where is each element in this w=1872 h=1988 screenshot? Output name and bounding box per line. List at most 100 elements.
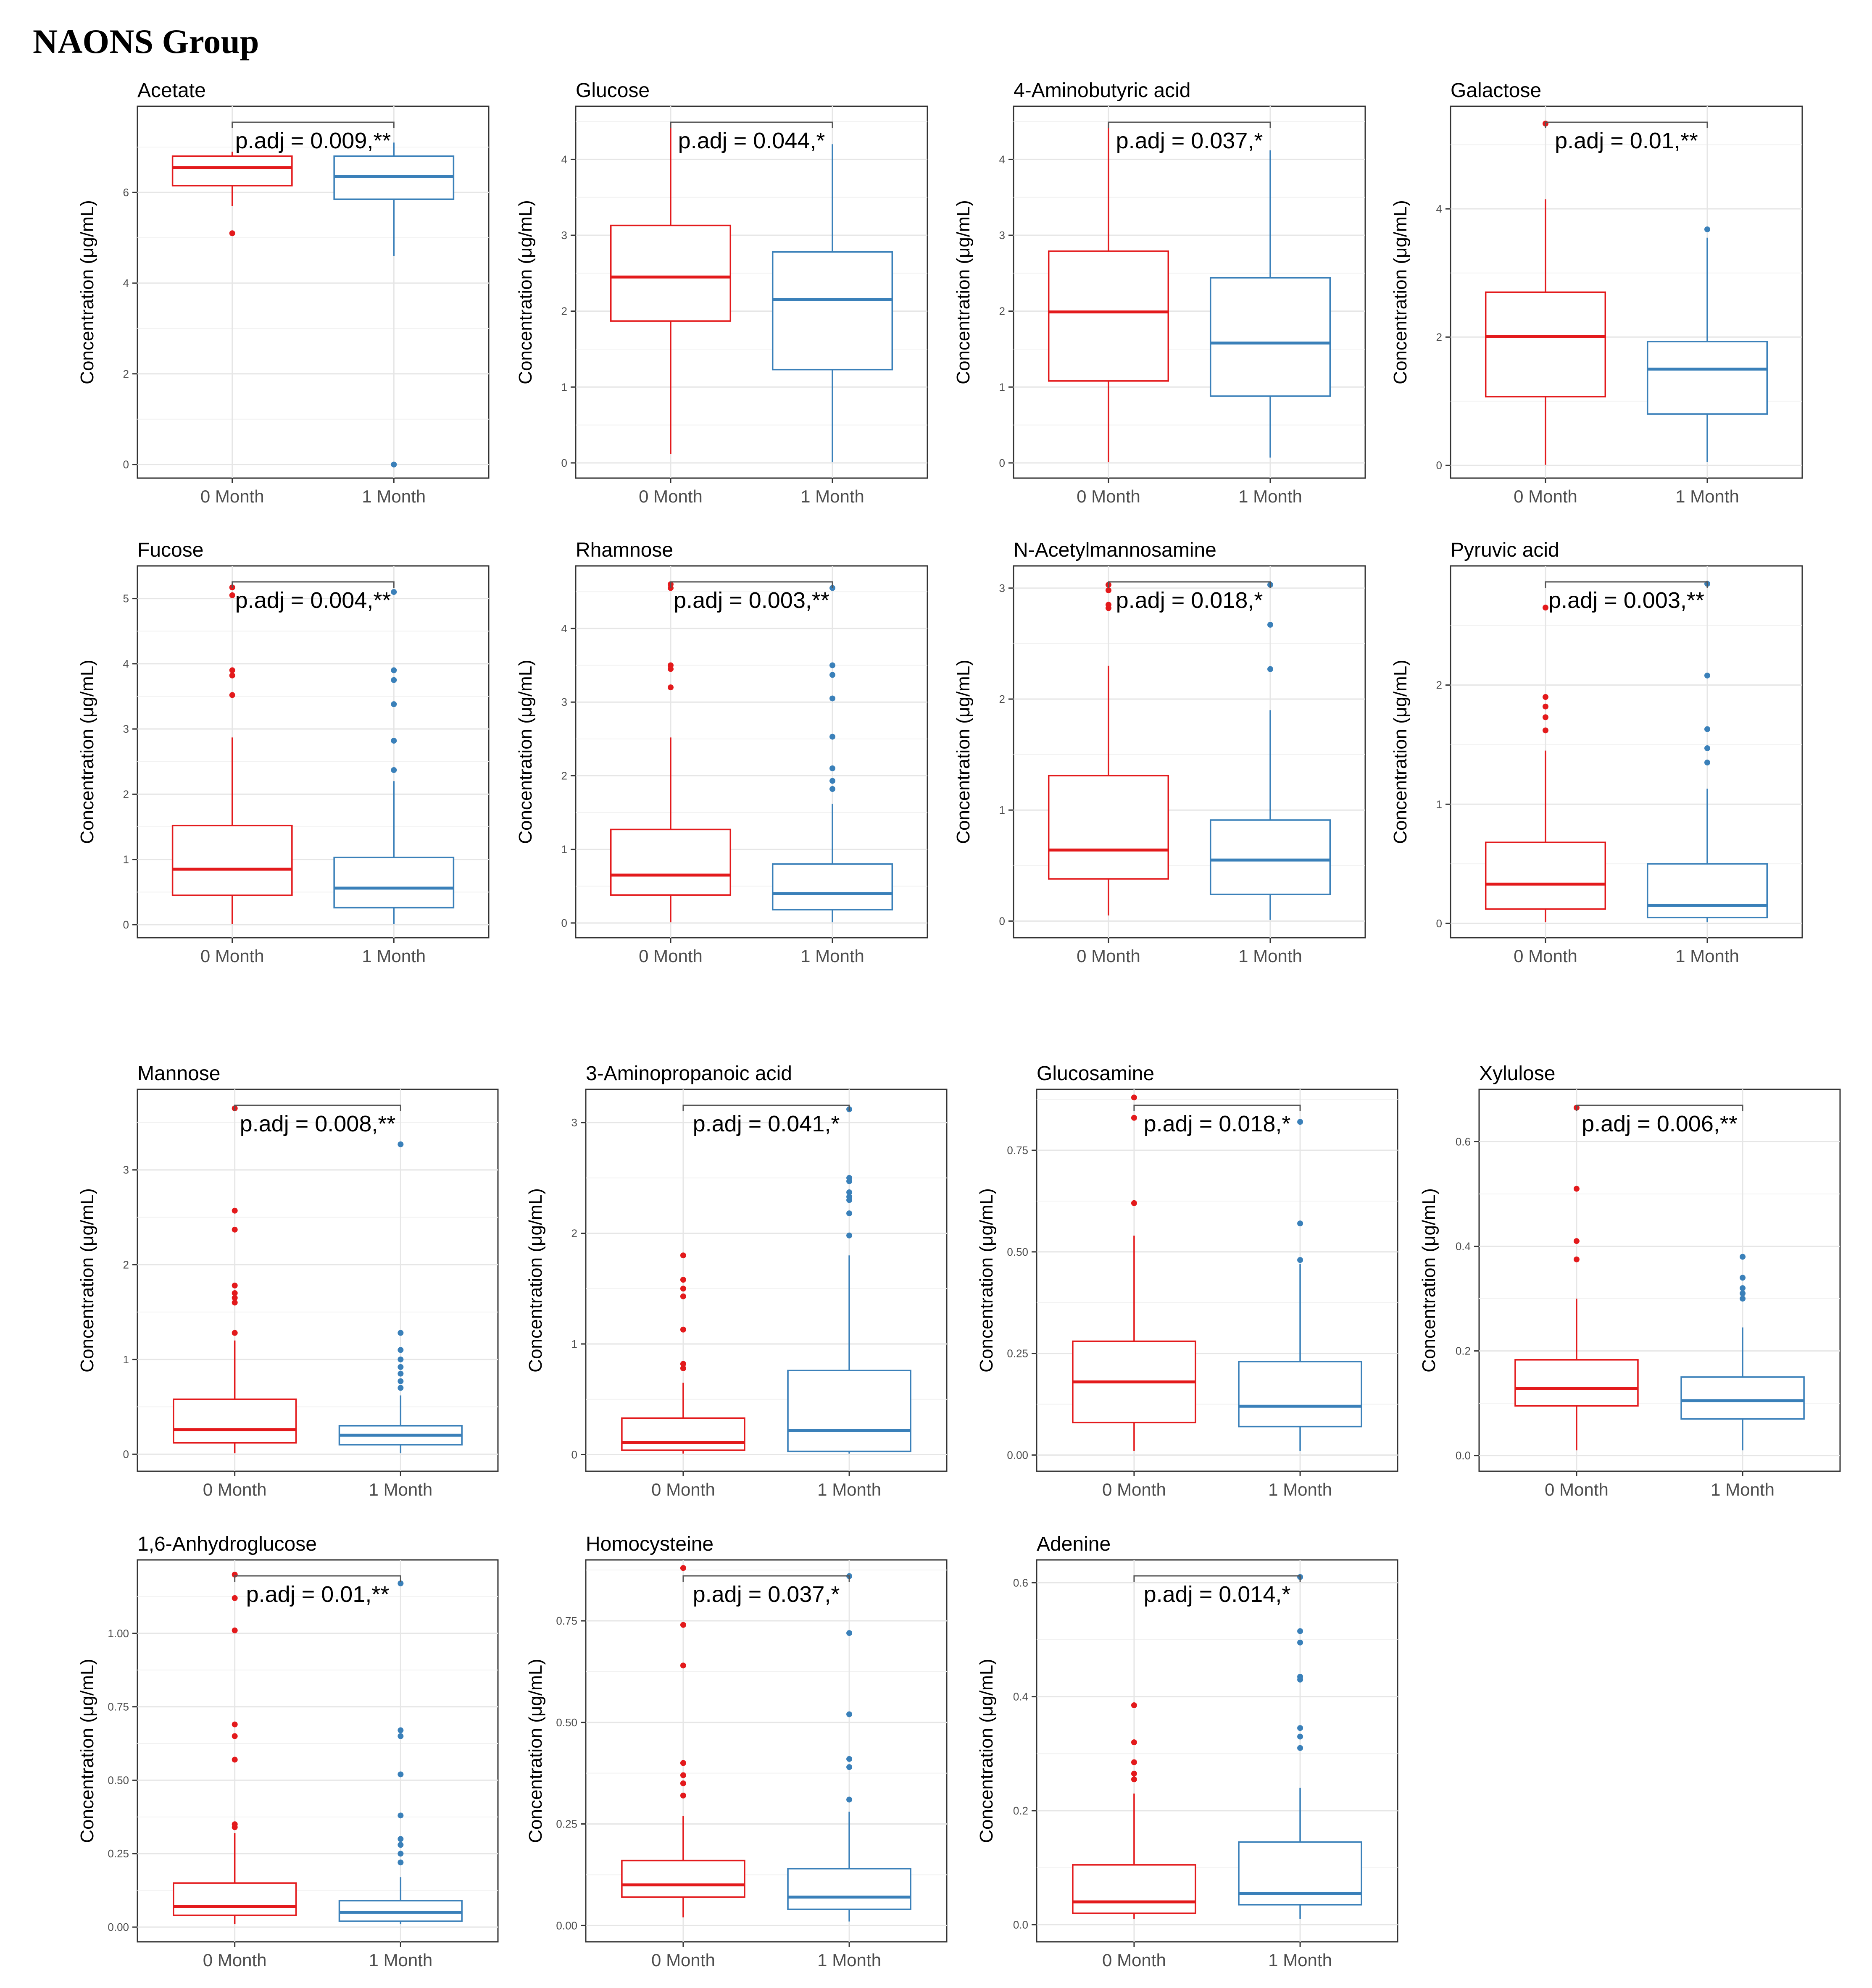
panel-title: Mannose xyxy=(137,1062,220,1085)
p-value-annotation: p.adj = 0.003,** xyxy=(1548,588,1704,613)
outlier-point xyxy=(829,778,836,784)
y-tick-label: 4 xyxy=(123,657,129,670)
panel-title: Galactose xyxy=(1451,79,1541,102)
outlier-point xyxy=(398,1356,404,1362)
significance-bracket xyxy=(670,121,833,128)
outlier-point xyxy=(1740,1290,1746,1296)
x-tick-label: 0 Month xyxy=(1077,486,1140,506)
y-tick-label: 6 xyxy=(123,186,129,199)
x-tick-label: 1 Month xyxy=(1268,1950,1332,1970)
outlier-point xyxy=(398,1733,404,1739)
x-tick-label: 0 Month xyxy=(639,946,703,966)
outlier-point xyxy=(1131,1094,1137,1101)
panel-pyruvic-acid: 0 1 2 0 Month 1 Month Pyruvic acid Concentrati… xyxy=(1390,539,1803,966)
outlier-point xyxy=(398,1364,404,1370)
box-iqr xyxy=(1680,1376,1805,1420)
y-tick-label: 4 xyxy=(999,153,1005,166)
p-value-annotation: p.adj = 0.01,** xyxy=(246,1582,390,1607)
box-iqr xyxy=(1646,341,1768,415)
outlier-point xyxy=(680,1293,686,1299)
box-month-0 xyxy=(1048,581,1169,916)
outlier-point xyxy=(1297,1257,1303,1263)
y-tick-label: 0.00 xyxy=(1007,1449,1028,1461)
outlier-point xyxy=(846,1764,853,1770)
panel-title: 1,6-Anhydroglucose xyxy=(137,1533,317,1555)
box-month-0 xyxy=(610,581,732,923)
y-tick-label: 0.6 xyxy=(1456,1136,1471,1148)
y-tick-label: 0.25 xyxy=(556,1818,577,1830)
significance-bracket xyxy=(1545,121,1708,128)
outlier-point xyxy=(398,1842,404,1848)
significance-bracket xyxy=(1545,581,1708,588)
box-month-0 xyxy=(621,1565,745,1917)
outlier-point xyxy=(1297,1220,1303,1227)
p-value-annotation: p.adj = 0.037,* xyxy=(1116,128,1263,153)
x-tick-label: 1 Month xyxy=(800,486,864,506)
box-month-1 xyxy=(338,1141,463,1454)
outlier-point xyxy=(829,585,836,591)
outlier-point xyxy=(398,1812,404,1819)
significance-bracket xyxy=(1576,1104,1743,1111)
box-iqr xyxy=(333,857,455,909)
y-tick-label: 1 xyxy=(561,381,567,393)
box-iqr xyxy=(1485,291,1606,397)
outlier-point xyxy=(232,1821,238,1828)
y-tick-label: 4 xyxy=(561,622,567,635)
x-tick-label: 0 Month xyxy=(1102,1480,1166,1499)
outlier-point xyxy=(846,1796,853,1803)
outlier-point xyxy=(667,662,674,668)
y-tick-label: 0 xyxy=(123,918,129,931)
outlier-point xyxy=(1740,1296,1746,1302)
outlier-point xyxy=(1573,1186,1580,1192)
y-axis-label: Concentration (μg/mL) xyxy=(1390,660,1411,844)
outlier-point xyxy=(846,1189,853,1196)
y-axis-label: Concentration (μg/mL) xyxy=(525,1659,546,1843)
significance-bracket xyxy=(670,581,833,588)
panel-3-aminopropanoic-acid: 0 1 2 3 0 Month 1 Month 3-Aminopropanoic acid C… xyxy=(525,1062,948,1499)
x-tick-label: 0 Month xyxy=(651,1480,715,1499)
outlier-point xyxy=(398,1330,404,1336)
box-iqr xyxy=(1238,1841,1362,1906)
outlier-point xyxy=(667,684,674,691)
box-month-0 xyxy=(173,1105,297,1454)
outlier-point xyxy=(680,1662,686,1669)
box-month-1 xyxy=(1209,581,1331,920)
y-axis-label: Concentration (μg/mL) xyxy=(77,1659,97,1843)
y-axis-label: Concentration (μg/mL) xyxy=(515,200,536,384)
outlier-point xyxy=(398,1370,404,1377)
box-iqr xyxy=(787,1868,911,1910)
p-value-annotation: p.adj = 0.041,* xyxy=(693,1111,840,1136)
y-tick-label: 0.4 xyxy=(1456,1240,1471,1253)
outlier-point xyxy=(1542,727,1548,734)
panel-title: Glucosamine xyxy=(1037,1062,1154,1085)
outlier-point xyxy=(1297,1725,1303,1731)
box-iqr xyxy=(1048,775,1169,880)
outlier-point xyxy=(232,1290,238,1296)
y-axis-label: Concentration (μg/mL) xyxy=(77,660,97,844)
box-month-0 xyxy=(621,1252,745,1454)
box-month-0 xyxy=(1048,123,1169,463)
outlier-point xyxy=(1105,602,1111,608)
outlier-point xyxy=(680,1772,686,1778)
x-tick-label: 1 Month xyxy=(800,946,864,966)
box-iqr xyxy=(771,863,893,911)
y-tick-label: 3 xyxy=(123,1164,129,1176)
panel-mannose: 0 1 2 3 0 Month 1 Month Mannose Concentration (… xyxy=(77,1062,499,1499)
y-axis-label: Concentration (μg/mL) xyxy=(515,660,536,844)
y-tick-label: 0 xyxy=(999,915,1005,927)
outlier-point xyxy=(846,1175,853,1181)
box-iqr xyxy=(610,224,732,322)
significance-bracket xyxy=(1108,121,1271,128)
outlier-point xyxy=(232,1282,238,1289)
y-axis-label: Concentration (μg/mL) xyxy=(976,1659,997,1843)
p-value-annotation: p.adj = 0.044,* xyxy=(678,128,825,153)
p-value-annotation: p.adj = 0.004,** xyxy=(235,588,391,613)
y-tick-label: 1 xyxy=(561,843,567,856)
x-tick-label: 0 Month xyxy=(1102,1950,1166,1970)
y-tick-label: 0 xyxy=(123,458,129,471)
x-tick-label: 1 Month xyxy=(1238,486,1302,506)
panel-title: Homocysteine xyxy=(586,1533,714,1555)
outlier-point xyxy=(829,672,836,678)
box-month-1 xyxy=(1680,1254,1805,1451)
